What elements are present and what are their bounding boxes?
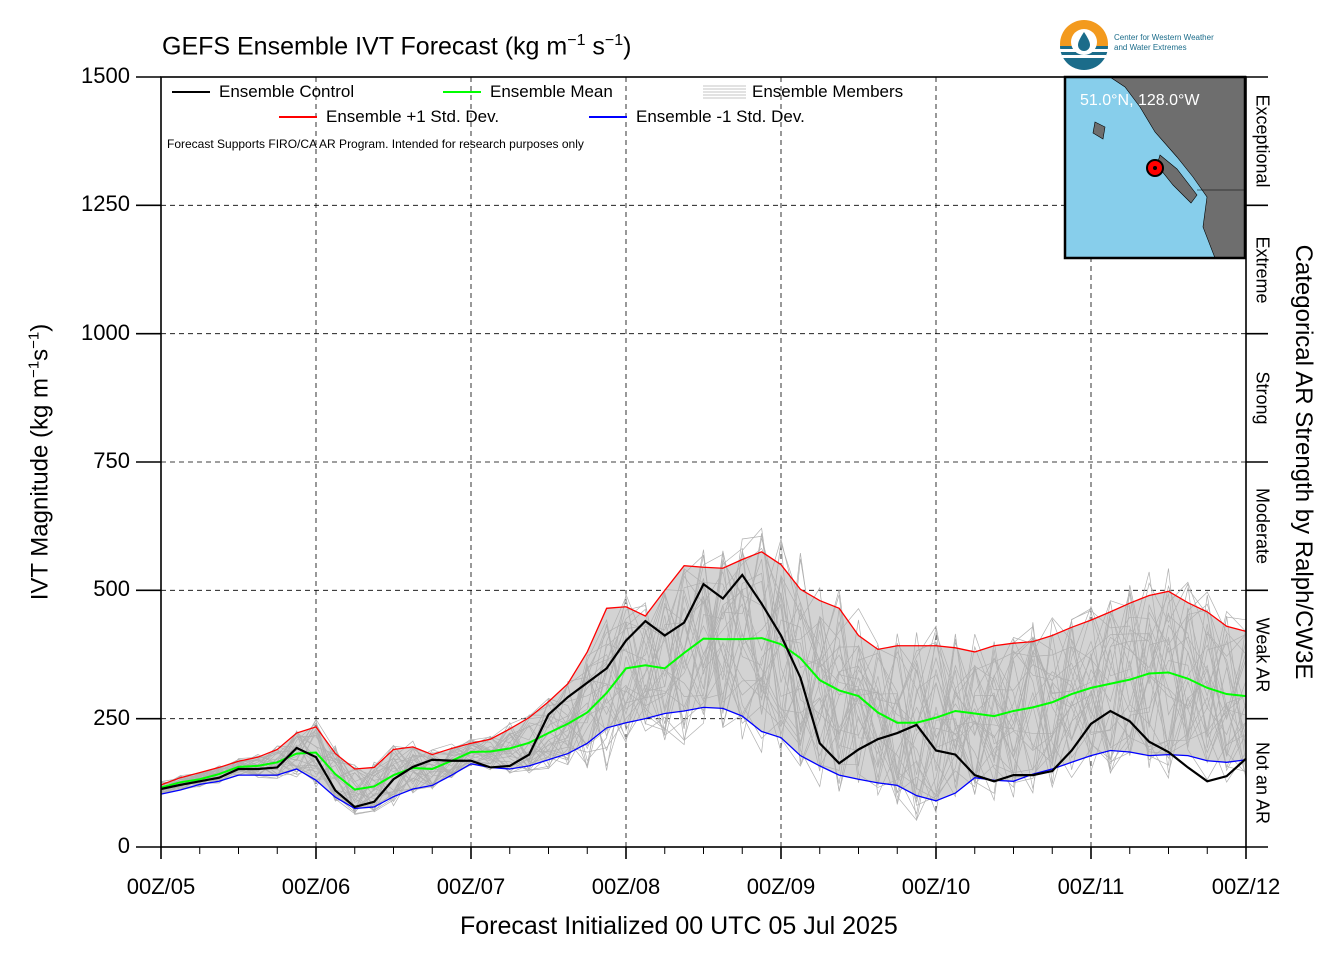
y-tick-label: 1500 (81, 63, 130, 88)
series-line-ensemble-1-std-dev- (160, 706, 1247, 810)
ensemble-member-line (160, 559, 1247, 800)
ylabel-main: IVT Magnitude (kg m (26, 377, 54, 601)
ensemble-member-line (160, 547, 1247, 802)
title-mid: s (585, 32, 605, 61)
category-label: Extreme (1252, 235, 1273, 304)
title-main: GEFS Ensemble IVT Forecast (kg m (162, 32, 568, 61)
map-frame (1063, 75, 1247, 260)
category-label: Weak AR (1252, 617, 1273, 692)
x-tick-label: 00Z/12 (1211, 874, 1281, 899)
research-note: Forecast Supports FIRO/CA AR Program. In… (167, 137, 584, 151)
title-superscript-2: −1 (604, 32, 624, 49)
x-tick-label: 00Z/08 (591, 874, 661, 899)
cw3e-logo: Center for Western Weather and Water Ext… (1058, 18, 1248, 70)
logo-text-line2: and Water Extremes (1114, 43, 1187, 52)
chart-title: GEFS Ensemble IVT Forecast (kg m−1 s−1) (162, 32, 632, 61)
y-tick-label: 1250 (81, 191, 130, 217)
series-line-ensemble-mean (160, 637, 1247, 791)
x-axis-label: Forecast Initialized 00 UTC 05 Jul 2025 (460, 912, 898, 940)
spread-fill-area (161, 551, 1246, 809)
legend-control-label: Ensemble Control (219, 82, 355, 101)
y-axis-label: IVT Magnitude (kg m−1s−1) (26, 324, 55, 601)
x-tick-label: 00Z/10 (901, 874, 971, 899)
x-tick-label: 00Z/05 (126, 874, 196, 899)
legend-minus-sd-label: Ensemble -1 Std. Dev. (636, 107, 805, 126)
y-tick-label: 500 (93, 576, 130, 602)
ensemble-member-line (160, 527, 1247, 815)
legend-layer (172, 85, 746, 118)
series-layer (160, 551, 1247, 810)
cw3e-logo-icon (1060, 20, 1108, 70)
x-tick-label: 00Z/06 (281, 874, 351, 899)
map-location-center (1153, 166, 1157, 170)
y2-axis-label: Categorical AR Strength by Ralph/CW3E (1290, 244, 1317, 680)
y-tick-label: 250 (93, 704, 130, 730)
inset-map-coordinates: 51.0°N, 128.0°W (1080, 92, 1200, 109)
category-label: Not an AR (1252, 741, 1273, 824)
ensemble-member-line (160, 554, 1247, 814)
map-haida-gwaii (1092, 121, 1106, 140)
ensemble-member-line (160, 541, 1247, 799)
ensemble-member-line (160, 535, 1247, 794)
ensemble-member-line (160, 552, 1247, 808)
x-tick-label: 00Z/09 (746, 874, 816, 899)
ylabel-end: ) (26, 323, 54, 332)
ylabel-superscript-2: −1 (25, 331, 43, 349)
series-line-ensemble-1-std-dev- (160, 551, 1247, 786)
ensemble-member-line (160, 533, 1247, 808)
legend-members-label: Ensemble Members (752, 82, 904, 101)
y-tick-label: 1000 (81, 319, 130, 345)
y-tick-label: 0 (117, 833, 130, 858)
spread-fill-layer (161, 551, 1246, 809)
title-superscript-1: −1 (567, 32, 586, 49)
ensemble-member-line (160, 551, 1247, 802)
ylabel-superscript-1: −1 (25, 360, 43, 378)
legend-mean-label: Ensemble Mean (490, 82, 613, 101)
category-label: Strong (1252, 371, 1273, 425)
ensemble-member-line (160, 585, 1247, 807)
category-label: Exceptional (1252, 94, 1273, 188)
category-label: Moderate (1252, 488, 1273, 565)
x-tick-label: 00Z/11 (1057, 874, 1125, 899)
ensemble-member-line (160, 553, 1247, 811)
axes-layer (136, 76, 1268, 859)
x-tick-label: 00Z/07 (436, 874, 506, 899)
inset-map-layer (1063, 75, 1247, 260)
logo-text-line1: Center for Western Weather (1114, 33, 1214, 42)
title-end: ) (623, 32, 632, 61)
ylabel-mid: s (26, 348, 54, 361)
y-tick-label: 750 (93, 448, 130, 473)
series-line-ensemble-control (160, 573, 1247, 809)
legend-plus-sd-label: Ensemble +1 Std. Dev. (326, 107, 500, 126)
ensemble-member-line (160, 571, 1247, 815)
ensemble-member-line (160, 591, 1247, 821)
